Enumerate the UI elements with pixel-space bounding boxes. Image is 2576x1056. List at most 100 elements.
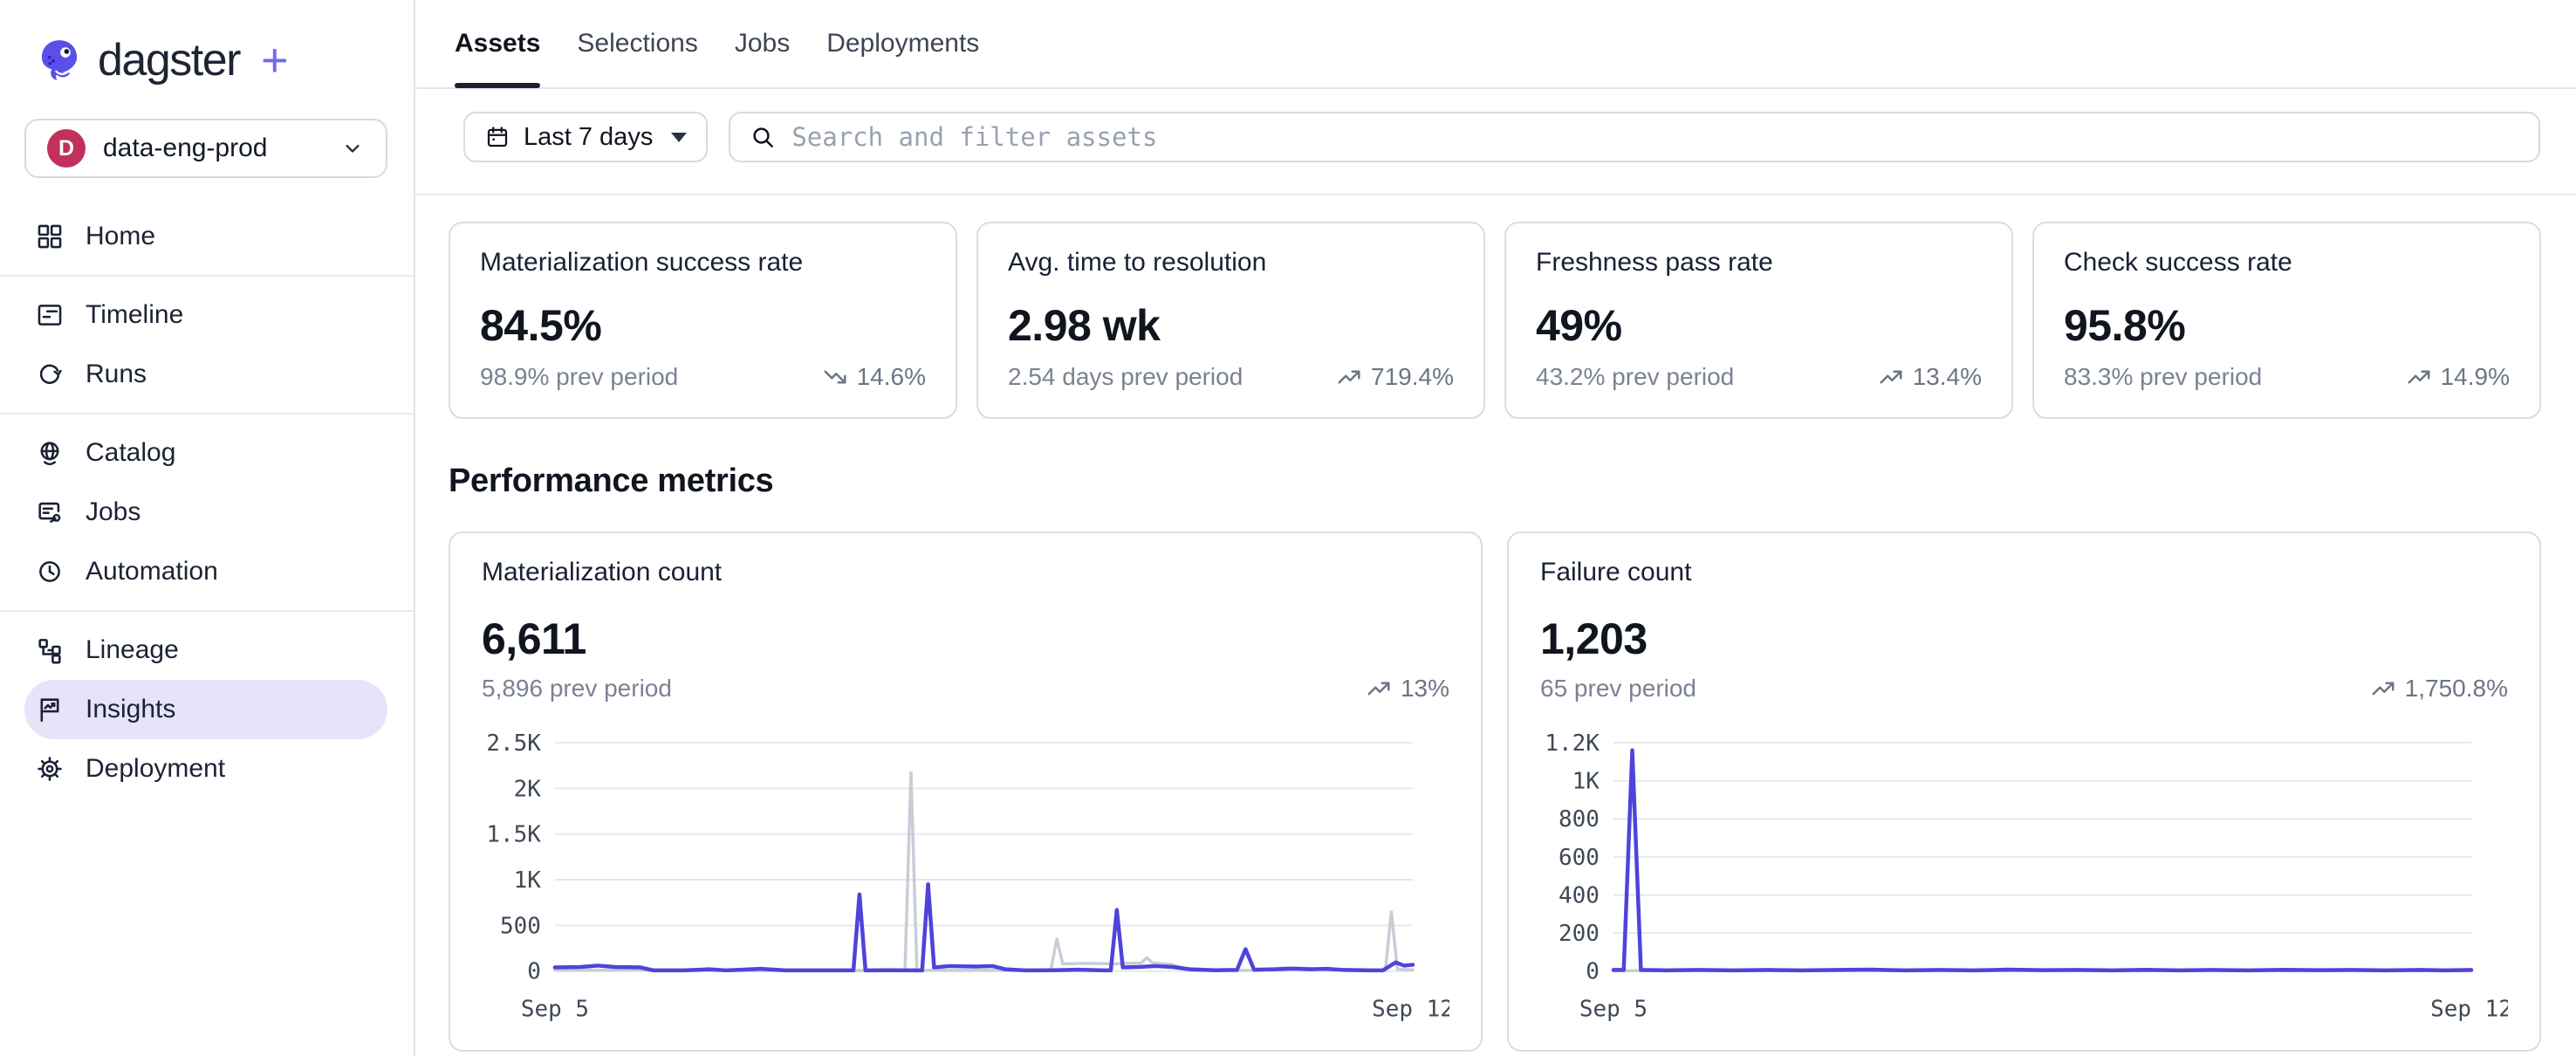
- chevron-down-icon: [346, 144, 360, 153]
- svg-text:1.5K: 1.5K: [486, 822, 541, 848]
- kpi-prev-period: 83.3% prev period: [2064, 363, 2263, 390]
- kpi-delta-value: 719.4%: [1371, 363, 1454, 390]
- chart-prev-period: 65 prev period: [1540, 675, 1697, 702]
- sidebar-item-timeline[interactable]: Timeline: [24, 285, 387, 345]
- sidebar-item-jobs[interactable]: Jobs: [24, 483, 387, 542]
- sidebar-item-label: Jobs: [86, 497, 141, 526]
- chart-value: 1,203: [1540, 614, 1648, 663]
- svg-text:1K: 1K: [1572, 769, 1600, 795]
- insights-content: Materialization success rate 84.5% 98.9%…: [415, 195, 2576, 1056]
- trending-up-icon: [1338, 370, 1360, 384]
- trending-up-icon: [1367, 682, 1390, 696]
- kpi-card-materialization-success-rate: Materialization success rate 84.5% 98.9%…: [449, 222, 957, 419]
- kpi-delta-value: 14.9%: [2440, 363, 2510, 390]
- search-icon: [753, 127, 774, 147]
- sidebar-item-lineage[interactable]: Lineage: [24, 621, 387, 680]
- sidebar-item-deployment[interactable]: Deployment: [24, 739, 387, 799]
- chart-prev-period: 5,896 prev period: [482, 675, 672, 702]
- workspace-name: data-eng-prod: [103, 134, 268, 162]
- chart-delta-value: 1,750.8%: [2404, 675, 2508, 702]
- kpi-delta-value: 13.4%: [1912, 363, 1982, 390]
- lineage-icon: [38, 639, 61, 664]
- sidebar-item-label: Home: [86, 222, 156, 250]
- home-grid-icon: [38, 224, 62, 249]
- chart-delta: 13%: [1366, 675, 1449, 703]
- trending-up-icon: [1880, 370, 1902, 384]
- date-range-label: Last 7 days: [524, 122, 654, 151]
- svg-text:600: 600: [1559, 845, 1600, 871]
- chart-delta-value: 13%: [1400, 675, 1449, 702]
- kpi-delta: 14.9%: [2406, 363, 2510, 391]
- date-range-dropdown[interactable]: Last 7 days: [463, 112, 709, 162]
- kpi-cards-row: Materialization success rate 84.5% 98.9%…: [449, 222, 2541, 419]
- svg-text:2K: 2K: [514, 776, 542, 802]
- calendar-icon: [487, 127, 508, 147]
- top-tabs: Assets Selections Jobs Deployments: [415, 0, 2576, 89]
- catalog-globe-icon: [40, 442, 59, 466]
- kpi-value: 49%: [1536, 301, 1622, 350]
- workspace-selector[interactable]: D data-eng-prod: [24, 119, 387, 178]
- svg-text:500: 500: [500, 913, 541, 939]
- kpi-title: Freshness pass rate: [1536, 248, 1773, 277]
- kpi-delta: 719.4%: [1336, 363, 1454, 391]
- chart-card-materialization-count: Materialization count 6,611 5,896 prev p…: [449, 531, 1483, 1052]
- insights-flag-icon: [40, 698, 59, 723]
- sidebar-item-label: Runs: [86, 360, 147, 388]
- kpi-title: Materialization success rate: [480, 248, 804, 277]
- search-input[interactable]: [791, 122, 2519, 152]
- svg-text:1K: 1K: [514, 867, 542, 894]
- sidebar-divider: [0, 610, 414, 612]
- kpi-value: 84.5%: [480, 301, 602, 350]
- kpi-card-freshness-pass-rate: Freshness pass rate 49% 43.2% prev perio…: [1504, 222, 2013, 419]
- filter-bar: Last 7 days: [415, 89, 2576, 195]
- svg-text:400: 400: [1559, 882, 1600, 909]
- caret-down-icon: [671, 132, 688, 142]
- sidebar-divider: [0, 413, 414, 415]
- tab-deployments[interactable]: Deployments: [826, 29, 980, 58]
- trending-up-icon: [2408, 370, 2430, 384]
- charts-row: Materialization count 6,611 5,896 prev p…: [449, 531, 2541, 1052]
- sidebar-item-catalog[interactable]: Catalog: [24, 423, 387, 483]
- kpi-prev-period: 2.54 days prev period: [1008, 363, 1243, 390]
- kpi-prev-period: 98.9% prev period: [480, 363, 679, 390]
- sidebar-item-label: Lineage: [86, 635, 179, 664]
- svg-text:0: 0: [1586, 959, 1600, 985]
- kpi-value: 2.98 wk: [1008, 301, 1161, 350]
- svg-text:200: 200: [1559, 921, 1600, 947]
- gear-icon: [38, 757, 62, 781]
- sidebar-item-insights[interactable]: Insights: [24, 680, 387, 739]
- tab-assets[interactable]: Assets: [455, 0, 541, 88]
- sidebar-item-label: Catalog: [86, 438, 176, 467]
- sidebar-item-home[interactable]: Home: [24, 207, 387, 266]
- chart-card-failure-count: Failure count 1,203 65 prev period 1,750…: [1507, 531, 2541, 1052]
- dagster-logo[interactable]: dagster +: [0, 0, 414, 87]
- kpi-title: Avg. time to resolution: [1008, 248, 1267, 277]
- sidebar-item-label: Deployment: [86, 754, 226, 783]
- kpi-prev-period: 43.2% prev period: [1536, 363, 1735, 390]
- tab-selections[interactable]: Selections: [577, 29, 698, 58]
- sidebar: dagster + D data-eng-prod Home Timeline …: [0, 0, 415, 1056]
- svg-text:0: 0: [527, 959, 541, 985]
- workspace-avatar: D: [47, 129, 86, 168]
- sidebar-item-label: Insights: [86, 695, 176, 723]
- jobs-icon: [38, 502, 61, 523]
- brand-name: dagster: [98, 35, 241, 86]
- sidebar-item-label: Automation: [86, 557, 218, 586]
- trending-up-icon: [2372, 682, 2394, 696]
- svg-text:Sep 12: Sep 12: [1372, 997, 1449, 1023]
- sidebar-item-runs[interactable]: Runs: [24, 345, 387, 404]
- sidebar-item-label: Timeline: [86, 300, 184, 329]
- sidebar-item-automation[interactable]: Automation: [24, 542, 387, 601]
- main-area: Assets Selections Jobs Deployments Last …: [415, 0, 2576, 1056]
- kpi-value: 95.8%: [2064, 301, 2186, 350]
- svg-text:1.2K: 1.2K: [1545, 730, 1600, 757]
- chart-delta: 1,750.8%: [2370, 675, 2508, 703]
- kpi-card-check-success-rate: Check success rate 95.8% 83.3% prev peri…: [2032, 222, 2541, 419]
- kpi-delta-value: 14.6%: [856, 363, 926, 390]
- kpi-delta: 13.4%: [1878, 363, 1982, 391]
- materialization-count-line-chart: 0 500 1K 1.5K 2K 2.5K Sep 5 Sep 12: [486, 730, 1449, 1023]
- tab-jobs[interactable]: Jobs: [734, 29, 791, 58]
- svg-text:800: 800: [1559, 806, 1600, 833]
- svg-text:Sep 5: Sep 5: [1579, 997, 1648, 1023]
